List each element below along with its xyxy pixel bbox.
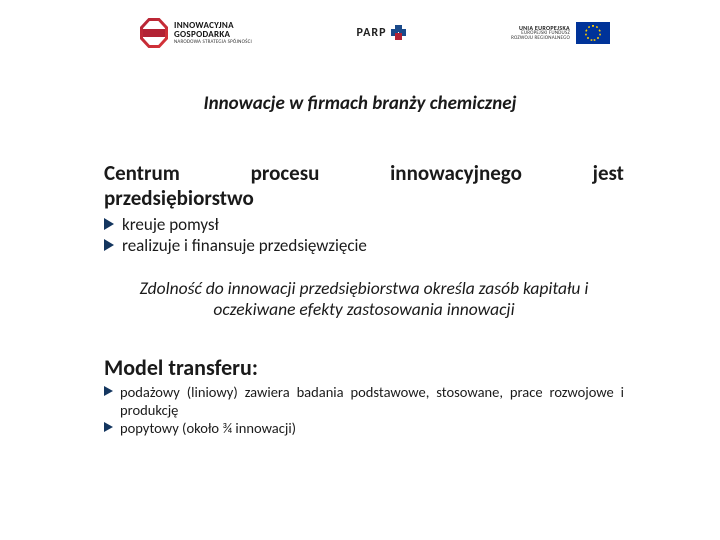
bullet-text: realizuje i finansuje przedsięwzięcie [122, 235, 367, 256]
middle-italic-text: Zdolność do innowacji przedsiębiorstwa o… [104, 278, 624, 320]
ig-line3: NARODOWA STRATEGIA SPÓJNOŚCI [174, 40, 252, 45]
ig-logo-icon [140, 18, 168, 48]
bullet-text: kreuje pomysł [122, 214, 219, 235]
arrow-icon [104, 239, 116, 251]
arrow-icon [104, 218, 116, 230]
h1-w1: Centrum [104, 161, 180, 186]
bullet-kreuje: kreuje pomysł [104, 215, 624, 235]
bullet-text: podażowy (liniowy) zawiera badania podst… [120, 383, 624, 419]
h1-line2: przedsiębiorstwo [104, 186, 624, 211]
eu-flag-icon [576, 22, 610, 44]
logo-eu: UNIA EUROPEJSKA EUROPEJSKI FUNDUSZ ROZWO… [511, 22, 610, 44]
slide-content: Centrum procesu innowacyjnego jest przed… [0, 161, 720, 438]
eu-text: UNIA EUROPEJSKA EUROPEJSKI FUNDUSZ ROZWO… [511, 25, 570, 41]
logo-parp: PARP [357, 25, 407, 41]
slide-title: Innowacje w firmach branży chemicznej [0, 92, 720, 115]
heading-centrum-procesu: Centrum procesu innowacyjnego jest przed… [104, 161, 624, 211]
parp-text: PARP [357, 26, 387, 40]
eu-line3: ROZWOJU REGIONALNEGO [511, 36, 570, 41]
logo-innowacyjna-gospodarka: INNOWACYJNA GOSPODARKA NARODOWA STRATEGI… [140, 18, 252, 48]
h1-w3: innowacyjnego [390, 161, 522, 186]
parp-icon [391, 25, 407, 41]
ig-line2: GOSPODARKA [174, 30, 252, 39]
bullet-popytowy: popytowy (około ¾ innowacji) [104, 419, 624, 437]
arrow-icon [104, 386, 116, 398]
bullet-realizuje: realizuje i finansuje przedsięwzięcie [104, 236, 624, 256]
h1-w4: jest [593, 161, 624, 186]
ig-logo-text: INNOWACYJNA GOSPODARKA NARODOWA STRATEGI… [174, 21, 252, 45]
bullet-list-1: kreuje pomysł realizuje i finansuje prze… [104, 215, 624, 256]
h1-w2: procesu [251, 161, 320, 186]
bullet-list-2: podażowy (liniowy) zawiera badania podst… [104, 383, 624, 437]
arrow-icon [104, 422, 116, 434]
bullet-podazowy: podażowy (liniowy) zawiera badania podst… [104, 383, 624, 419]
header-logos: INNOWACYJNA GOSPODARKA NARODOWA STRATEGI… [0, 0, 720, 58]
heading-model-transferu: Model transferu: [104, 354, 624, 381]
bullet-text: popytowy (około ¾ innowacji) [120, 419, 296, 437]
